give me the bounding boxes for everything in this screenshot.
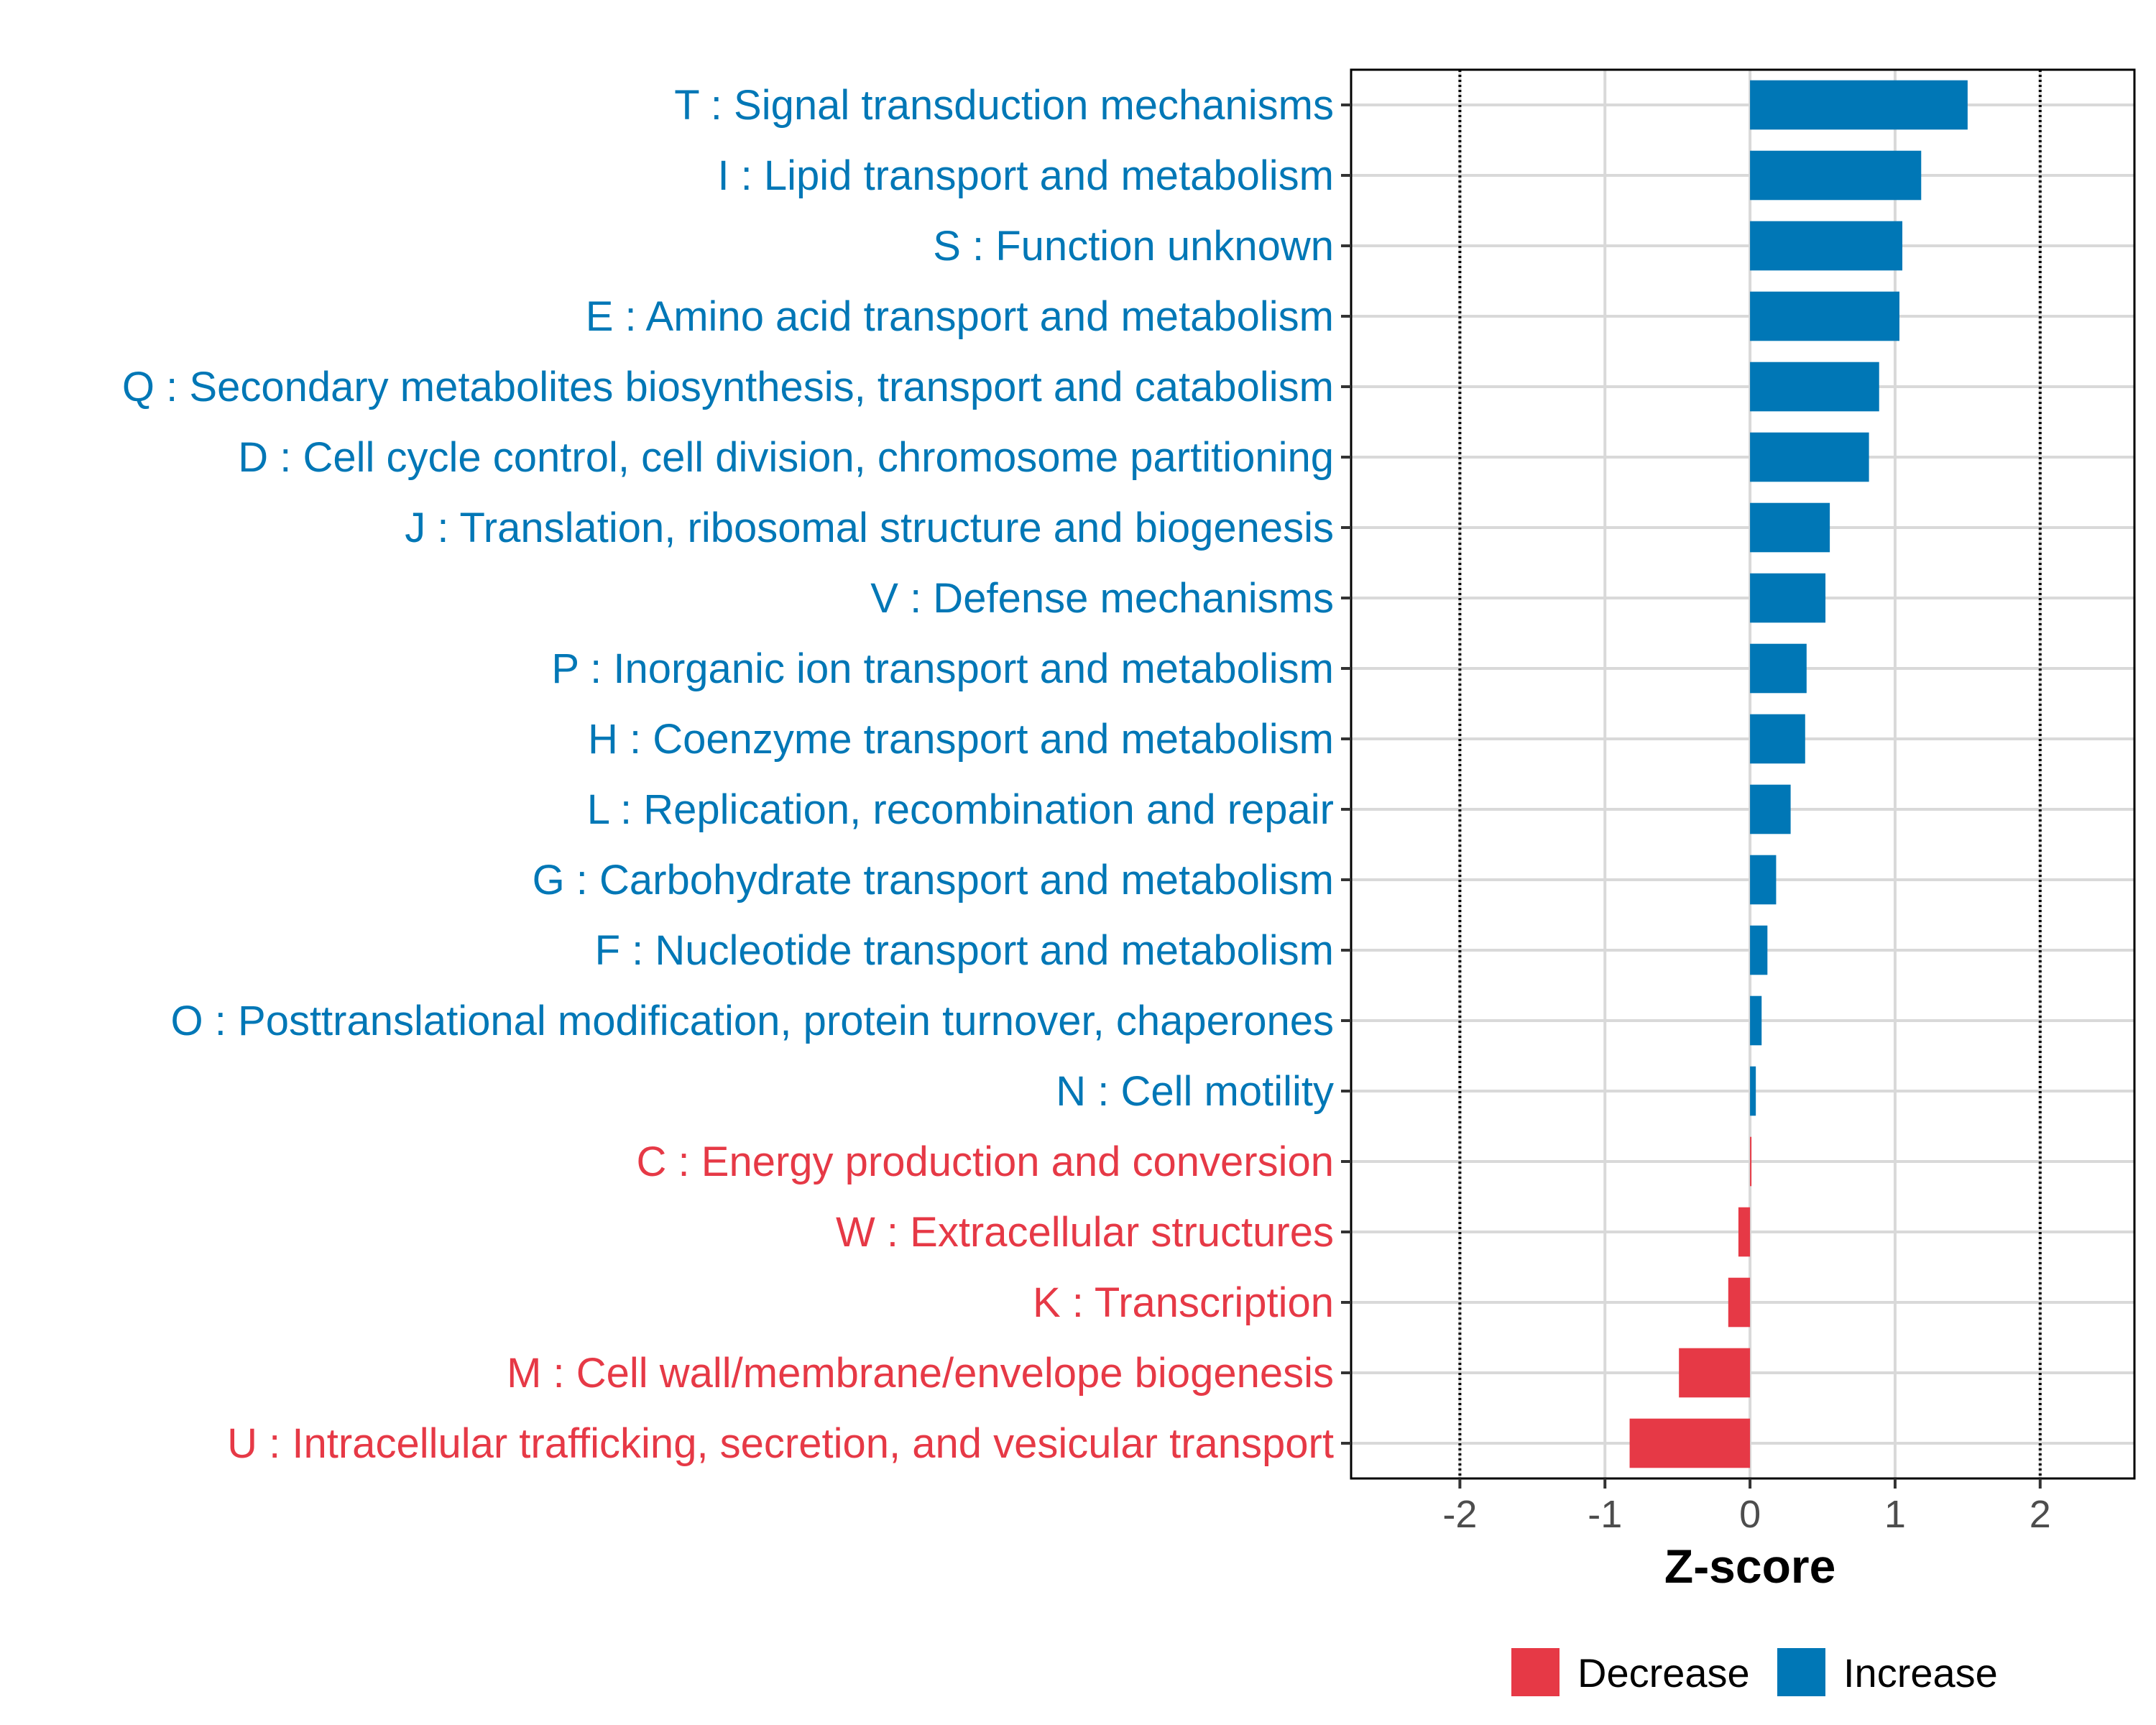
category-label: C : Energy production and conversion <box>637 1138 1334 1185</box>
category-label: W : Extracellular structures <box>836 1209 1334 1256</box>
category-label: F : Nucleotide transport and metabolism <box>595 927 1334 974</box>
bar-w <box>1738 1207 1751 1257</box>
bar-f <box>1750 925 1768 975</box>
legend-key-increase <box>1777 1648 1825 1696</box>
bar-i <box>1750 150 1922 201</box>
bar-l <box>1750 784 1791 834</box>
bar-t <box>1750 80 1968 130</box>
x-tick-label: -2 <box>1442 1493 1477 1536</box>
category-label: P : Inorganic ion transport and metaboli… <box>551 645 1334 692</box>
bar-v <box>1750 573 1826 623</box>
bar-h <box>1750 714 1805 764</box>
category-label: O : Posttranslational modification, prot… <box>171 998 1334 1044</box>
grid-lines <box>1351 70 2134 1478</box>
bar-j <box>1750 502 1830 553</box>
bars <box>1629 80 1968 1468</box>
category-label: K : Transcription <box>1033 1279 1334 1326</box>
bar-s <box>1750 221 1903 271</box>
bar-d <box>1750 432 1869 482</box>
y-axis-ticks <box>1341 104 1351 1445</box>
bar-o <box>1750 995 1762 1046</box>
bar-p <box>1750 643 1807 694</box>
category-label: G : Carbohydrate transport and metabolis… <box>533 857 1334 903</box>
category-label: U : Intracellular trafficking, secretion… <box>227 1420 1334 1467</box>
bar-m <box>1679 1348 1751 1398</box>
x-tick-label: 1 <box>1884 1493 1906 1536</box>
bar-q <box>1750 362 1879 412</box>
category-label: H : Coenzyme transport and metabolism <box>588 716 1334 763</box>
category-label: I : Lipid transport and metabolism <box>717 152 1334 199</box>
category-label: E : Amino acid transport and metabolism <box>586 293 1334 340</box>
legend-label-increase: Increase <box>1843 1650 1998 1696</box>
category-label: D : Cell cycle control, cell division, c… <box>238 434 1334 481</box>
bar-e <box>1750 291 1899 341</box>
category-label: Q : Secondary metabolites biosynthesis, … <box>122 364 1334 410</box>
bar-k <box>1728 1277 1751 1328</box>
x-axis-ticks: -2 -1 0 1 2 <box>1442 1478 2051 1536</box>
legend: Decrease Increase <box>1511 1648 1998 1696</box>
category-label: T : Signal transduction mechanisms <box>674 82 1334 129</box>
bar-u <box>1629 1418 1751 1468</box>
category-label: S : Function unknown <box>933 223 1334 270</box>
category-label: L : Replication, recombination and repai… <box>587 786 1334 833</box>
legend-label-decrease: Decrease <box>1577 1650 1750 1696</box>
plot-border <box>1350 68 2136 1480</box>
x-tick-label: 0 <box>1739 1493 1761 1536</box>
category-label: N : Cell motility <box>1056 1068 1334 1115</box>
x-tick-label: -1 <box>1588 1493 1622 1536</box>
bar-n <box>1750 1066 1756 1116</box>
legend-key-decrease <box>1511 1648 1560 1696</box>
reference-lines <box>1458 70 2042 1478</box>
category-label: M : Cell wall/membrane/envelope biogenes… <box>507 1350 1334 1397</box>
bar-g <box>1750 855 1777 905</box>
x-tick-label: 2 <box>2030 1493 2051 1536</box>
category-label: V : Defense mechanisms <box>870 575 1334 622</box>
x-axis-title: Z-score <box>1664 1540 1835 1593</box>
bar-c <box>1750 1136 1752 1187</box>
y-axis-category-labels: T : Signal transduction mechanisms I : Li… <box>122 82 1334 1467</box>
category-label: J : Translation, ribosomal structure and… <box>405 505 1334 551</box>
